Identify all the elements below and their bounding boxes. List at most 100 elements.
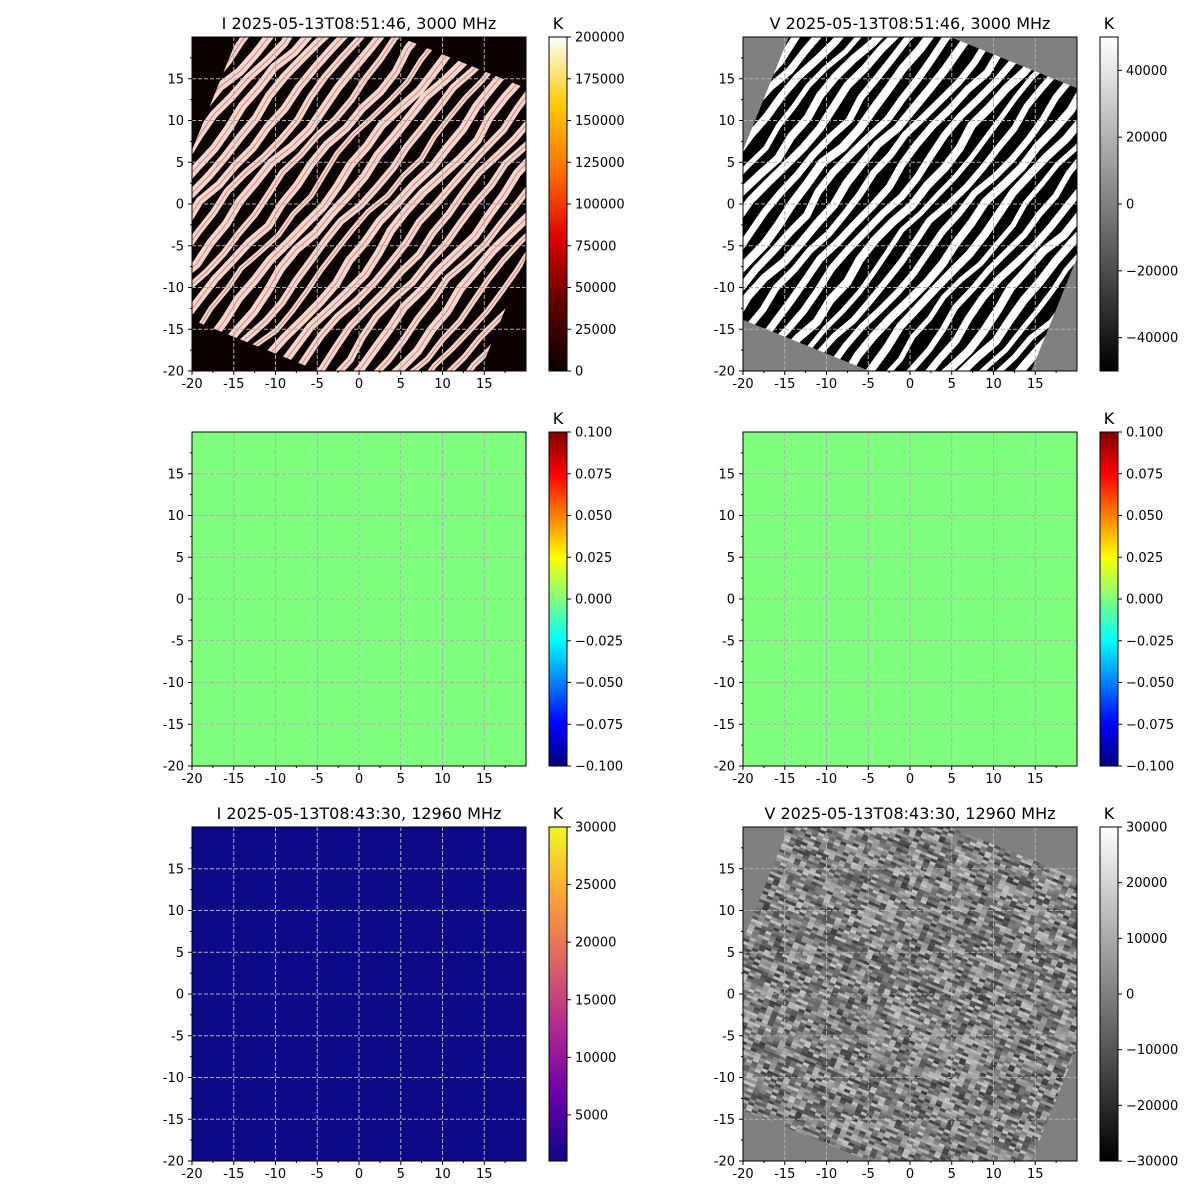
- y-tick-label: 15: [167, 862, 184, 877]
- colorbar-tick-label: −0.075: [575, 718, 623, 733]
- colorbar-tick-label: 20000: [1126, 876, 1167, 891]
- stripe-edge: [196, 37, 522, 371]
- x-tick-label: -20: [732, 772, 753, 787]
- chart-title: I 2025-05-13T08:43:30, 12960 MHz: [217, 804, 502, 823]
- stripe-edge: [192, 37, 453, 337]
- x-tick-label: -20: [181, 377, 202, 392]
- colorbar-tick-label: 0.050: [575, 509, 612, 524]
- colorbar-gradient: [1099, 826, 1119, 1162]
- stripe: [881, 125, 1077, 371]
- x-tick-label: 5: [948, 377, 956, 392]
- colorbar-tick-label: 0: [1126, 198, 1134, 213]
- y-tick-label: 0: [176, 988, 184, 1003]
- grid-lines: [743, 827, 1077, 1161]
- x-tick-label: 10: [985, 772, 1002, 787]
- y-tick-label: -10: [163, 676, 184, 691]
- stripe: [760, 37, 1077, 371]
- colorbar-tick-label: −0.025: [1126, 634, 1174, 649]
- colorbar-tick-label: 125000: [575, 156, 625, 171]
- stripe-edge: [192, 37, 496, 371]
- colorbar-tick-label: −0.050: [1126, 676, 1174, 691]
- stripe: [0, 0, 190, 119]
- x-tick-label: -10: [265, 1167, 286, 1182]
- y-tick-label: 10: [167, 904, 184, 919]
- x-tick-label: 10: [985, 377, 1002, 392]
- y-tick-label: -15: [714, 1113, 735, 1128]
- x-tick-label: 0: [355, 772, 363, 787]
- y-tick-label: 5: [727, 551, 735, 566]
- chart-panel-2: -20 -15 -10 -5 0 5 10 15 -20 -15 -10 -5 0 5 10 15 V 2025…: [714, 14, 1178, 392]
- x-tick-label: 0: [355, 377, 363, 392]
- x-tick-label: -20: [732, 377, 753, 392]
- x-tick-label: -5: [311, 772, 324, 787]
- chart-panel-3: -20 -15 -10 -5 0 5 10 15 -20 -15 -10 -5 0 5 10 15 K −0.10…: [163, 409, 623, 787]
- y-tick-label: 5: [727, 156, 735, 171]
- colorbar-tick-label: −10000: [1126, 1043, 1178, 1058]
- colorbar-tick-label: 0.000: [1126, 593, 1163, 608]
- stripe: [0, 0, 178, 109]
- stripe-edge: [192, 37, 477, 360]
- stripe: [851, 98, 1077, 371]
- stripe-edge: [192, 37, 396, 291]
- stripe: [743, 37, 959, 302]
- x-tick-label: 15: [1027, 772, 1044, 787]
- y-tick-label: -5: [722, 634, 735, 649]
- colorbar-tick-label: 75000: [575, 239, 616, 254]
- y-tick-label: 5: [176, 551, 184, 566]
- colorbar-tick-label: 15000: [575, 993, 616, 1008]
- stripe: [743, 37, 1073, 371]
- colorbar-tick-label: −20000: [1126, 1099, 1178, 1114]
- stripe-edge: [192, 37, 506, 371]
- y-tick-label: -15: [163, 718, 184, 733]
- stripe: [743, 37, 971, 312]
- x-tick-label: -20: [732, 1167, 753, 1182]
- y-tick-label: -15: [714, 323, 735, 338]
- y-tick-label: -10: [714, 281, 735, 296]
- grid-lines: [743, 432, 1077, 766]
- x-tick-label: 0: [906, 772, 914, 787]
- stripe: [743, 37, 937, 282]
- stripe: [743, 37, 981, 321]
- x-tick-label: -5: [862, 772, 875, 787]
- y-tick-label: 0: [727, 198, 735, 213]
- y-tick-label: -20: [714, 1155, 735, 1170]
- y-tick-label: 5: [176, 946, 184, 961]
- stripe-edge: [254, 58, 526, 371]
- stripe-edge: [0, 0, 178, 109]
- colorbar-tick-label: −0.100: [575, 760, 623, 775]
- y-tick-label: -20: [714, 760, 735, 775]
- colorbar-tick-label: 5000: [575, 1108, 608, 1123]
- colorbar-tick-label: 50000: [575, 281, 616, 296]
- y-tick-label: -20: [163, 365, 184, 380]
- colorbar: K −40000 −20000 0 20000 40000: [1099, 14, 1178, 372]
- colorbar-gradient: [548, 36, 568, 372]
- stripe: [838, 89, 1077, 371]
- colorbar-gradient: [1099, 36, 1119, 372]
- colorbar: K −0.100 −0.075 −0.050 −0.025 0.000 0.025 0.050…: [1099, 409, 1174, 775]
- colorbar-tick-label: 25000: [575, 323, 616, 338]
- x-tick-label: -5: [862, 1167, 875, 1182]
- data-footprint: [743, 827, 1077, 1161]
- colorbar-tick-label: 0.025: [1126, 551, 1163, 566]
- colorbar-label: K: [553, 804, 564, 823]
- colorbar-tick-label: 20000: [1126, 131, 1167, 146]
- y-tick-label: 0: [176, 198, 184, 213]
- x-tick-label: -5: [311, 377, 324, 392]
- colorbar-tick-label: 30000: [1126, 821, 1167, 836]
- chart-panel-6: -20 -15 -10 -5 0 5 10 15 -20 -15 -10 -5 0 5 10 15 V 2025…: [714, 804, 1178, 1182]
- colorbar-tick-label: 0.075: [1126, 467, 1163, 482]
- x-tick-label: -5: [311, 1167, 324, 1182]
- y-tick-label: -5: [722, 1029, 735, 1044]
- stripe-edge: [302, 99, 526, 371]
- y-tick-label: 0: [727, 593, 735, 608]
- y-tick-label: -10: [714, 1071, 735, 1086]
- x-tick-label: 15: [1027, 377, 1044, 392]
- colorbar-tick-label: −20000: [1126, 264, 1178, 279]
- y-tick-label: -15: [163, 1113, 184, 1128]
- colorbar-tick-label: 0: [575, 365, 583, 380]
- y-tick-label: 15: [718, 72, 735, 87]
- y-tick-label: 0: [727, 988, 735, 1003]
- y-tick-label: 10: [718, 904, 735, 919]
- x-tick-label: 10: [434, 377, 451, 392]
- colorbar-tick-label: 0.050: [1126, 509, 1163, 524]
